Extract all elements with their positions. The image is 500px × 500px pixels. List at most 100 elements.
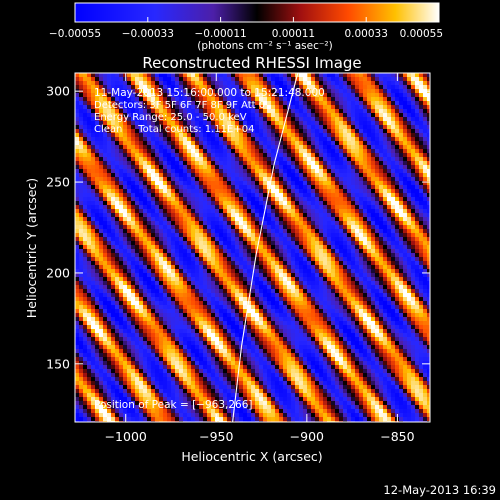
heatmap-cell	[331, 117, 335, 121]
heatmap-cell	[275, 229, 279, 233]
heatmap-cell	[391, 77, 395, 81]
heatmap-cell	[191, 141, 195, 145]
heatmap-cell	[399, 241, 403, 245]
heatmap-cell	[215, 201, 219, 205]
heatmap-cell	[287, 229, 291, 233]
heatmap-cell	[359, 153, 363, 157]
heatmap-cell	[131, 137, 135, 141]
heatmap-cell	[119, 73, 123, 77]
heatmap-cell	[235, 121, 239, 125]
heatmap-cell	[267, 197, 271, 201]
heatmap-cell	[215, 101, 219, 105]
heatmap-cell	[271, 233, 275, 237]
heatmap-cell	[203, 169, 207, 173]
heatmap-cell	[103, 225, 107, 229]
heatmap-cell	[119, 293, 123, 297]
heatmap-cell	[359, 89, 363, 93]
heatmap-cell	[83, 85, 87, 89]
heatmap-cell	[243, 133, 247, 137]
heatmap-cell	[299, 281, 303, 285]
heatmap-cell	[411, 273, 415, 277]
heatmap-cell	[179, 221, 183, 225]
heatmap-cell	[291, 93, 295, 97]
heatmap-cell	[207, 289, 211, 293]
heatmap-cell	[419, 205, 423, 209]
heatmap-cell	[231, 161, 235, 165]
heatmap-cell	[227, 89, 231, 93]
heatmap-cell	[99, 113, 103, 117]
heatmap-cell	[387, 157, 391, 161]
heatmap-cell	[191, 233, 195, 237]
heatmap-cell	[363, 265, 367, 269]
heatmap-cell	[383, 213, 387, 217]
heatmap-cell	[343, 77, 347, 81]
heatmap-cell	[407, 209, 411, 213]
heatmap-cell	[111, 281, 115, 285]
heatmap-cell	[271, 181, 275, 185]
heatmap-cell	[347, 97, 351, 101]
heatmap-cell	[387, 201, 391, 205]
heatmap-cell	[379, 169, 383, 173]
heatmap-cell	[307, 93, 311, 97]
heatmap-cell	[407, 281, 411, 285]
heatmap-cell	[195, 185, 199, 189]
heatmap-cell	[419, 85, 423, 89]
heatmap-cell	[211, 185, 215, 189]
heatmap-cell	[319, 277, 323, 281]
heatmap-cell	[123, 81, 127, 85]
heatmap-cell	[235, 89, 239, 93]
heatmap-cell	[363, 133, 367, 137]
heatmap-cell	[231, 165, 235, 169]
heatmap-cell	[347, 85, 351, 89]
heatmap-cell	[267, 237, 271, 241]
heatmap-cell	[371, 125, 375, 129]
heatmap-cell	[359, 189, 363, 193]
heatmap-cell	[115, 189, 119, 193]
heatmap-cell	[207, 229, 211, 233]
heatmap-cell	[203, 189, 207, 193]
heatmap-cell	[335, 81, 339, 85]
heatmap-cell	[403, 81, 407, 85]
heatmap-cell	[155, 269, 159, 273]
heatmap-cell	[151, 109, 155, 113]
heatmap-cell	[183, 77, 187, 81]
heatmap-cell	[271, 209, 275, 213]
heatmap-cell	[75, 145, 79, 149]
heatmap-cell	[391, 273, 395, 277]
heatmap-cell	[139, 213, 143, 217]
heatmap-cell	[191, 281, 195, 285]
heatmap-cell	[311, 253, 315, 257]
heatmap-cell	[199, 241, 203, 245]
heatmap-cell	[167, 93, 171, 97]
heatmap-cell	[123, 153, 127, 157]
heatmap-cell	[343, 93, 347, 97]
heatmap-cell	[203, 265, 207, 269]
heatmap-cell	[271, 189, 275, 193]
heatmap-cell	[155, 253, 159, 257]
heatmap-cell	[147, 285, 151, 289]
heatmap-cell	[359, 253, 363, 257]
heatmap-cell	[139, 269, 143, 273]
heatmap-cell	[327, 173, 331, 177]
heatmap-cell	[219, 217, 223, 221]
heatmap-cell	[427, 281, 430, 285]
heatmap-cell	[175, 205, 179, 209]
heatmap-cell	[95, 233, 99, 237]
heatmap-cell	[415, 93, 419, 97]
heatmap-cell	[259, 149, 263, 153]
heatmap-cell	[407, 125, 411, 129]
heatmap-cell	[207, 85, 211, 89]
heatmap-cell	[371, 89, 375, 93]
heatmap-cell	[239, 93, 243, 97]
heatmap-cell	[351, 209, 355, 213]
heatmap-cell	[331, 209, 335, 213]
heatmap-cell	[99, 189, 103, 193]
heatmap-cell	[399, 249, 403, 253]
heatmap-cell	[267, 97, 271, 101]
heatmap-cell	[187, 145, 191, 149]
heatmap-cell	[295, 237, 299, 241]
heatmap-cell	[363, 109, 367, 113]
heatmap-cell	[391, 85, 395, 89]
heatmap-cell	[175, 93, 179, 97]
heatmap-cell	[383, 289, 387, 293]
